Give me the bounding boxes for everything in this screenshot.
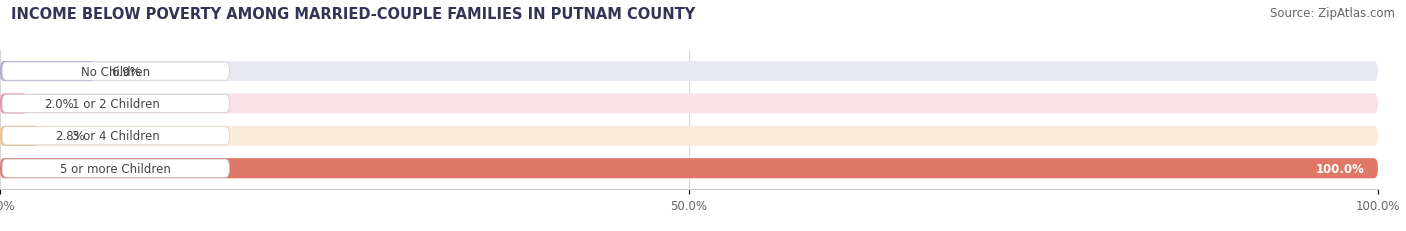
FancyBboxPatch shape — [0, 126, 1378, 146]
Text: 3 or 4 Children: 3 or 4 Children — [72, 130, 160, 143]
FancyBboxPatch shape — [0, 62, 96, 82]
FancyBboxPatch shape — [0, 94, 28, 114]
Text: 2.8%: 2.8% — [55, 130, 84, 143]
Text: 5 or more Children: 5 or more Children — [60, 162, 172, 175]
FancyBboxPatch shape — [0, 62, 1378, 82]
FancyBboxPatch shape — [0, 126, 38, 146]
Text: INCOME BELOW POVERTY AMONG MARRIED-COUPLE FAMILIES IN PUTNAM COUNTY: INCOME BELOW POVERTY AMONG MARRIED-COUPL… — [11, 7, 696, 22]
FancyBboxPatch shape — [1, 159, 229, 177]
FancyBboxPatch shape — [0, 158, 1378, 179]
FancyBboxPatch shape — [0, 158, 1378, 179]
Text: No Children: No Children — [82, 65, 150, 78]
Text: 6.9%: 6.9% — [111, 65, 142, 78]
FancyBboxPatch shape — [1, 127, 229, 145]
Text: Source: ZipAtlas.com: Source: ZipAtlas.com — [1270, 7, 1395, 20]
Text: 100.0%: 100.0% — [1315, 162, 1364, 175]
Text: 2.0%: 2.0% — [44, 97, 75, 110]
FancyBboxPatch shape — [0, 94, 1378, 114]
FancyBboxPatch shape — [1, 95, 229, 113]
Text: 1 or 2 Children: 1 or 2 Children — [72, 97, 160, 110]
FancyBboxPatch shape — [1, 63, 229, 81]
